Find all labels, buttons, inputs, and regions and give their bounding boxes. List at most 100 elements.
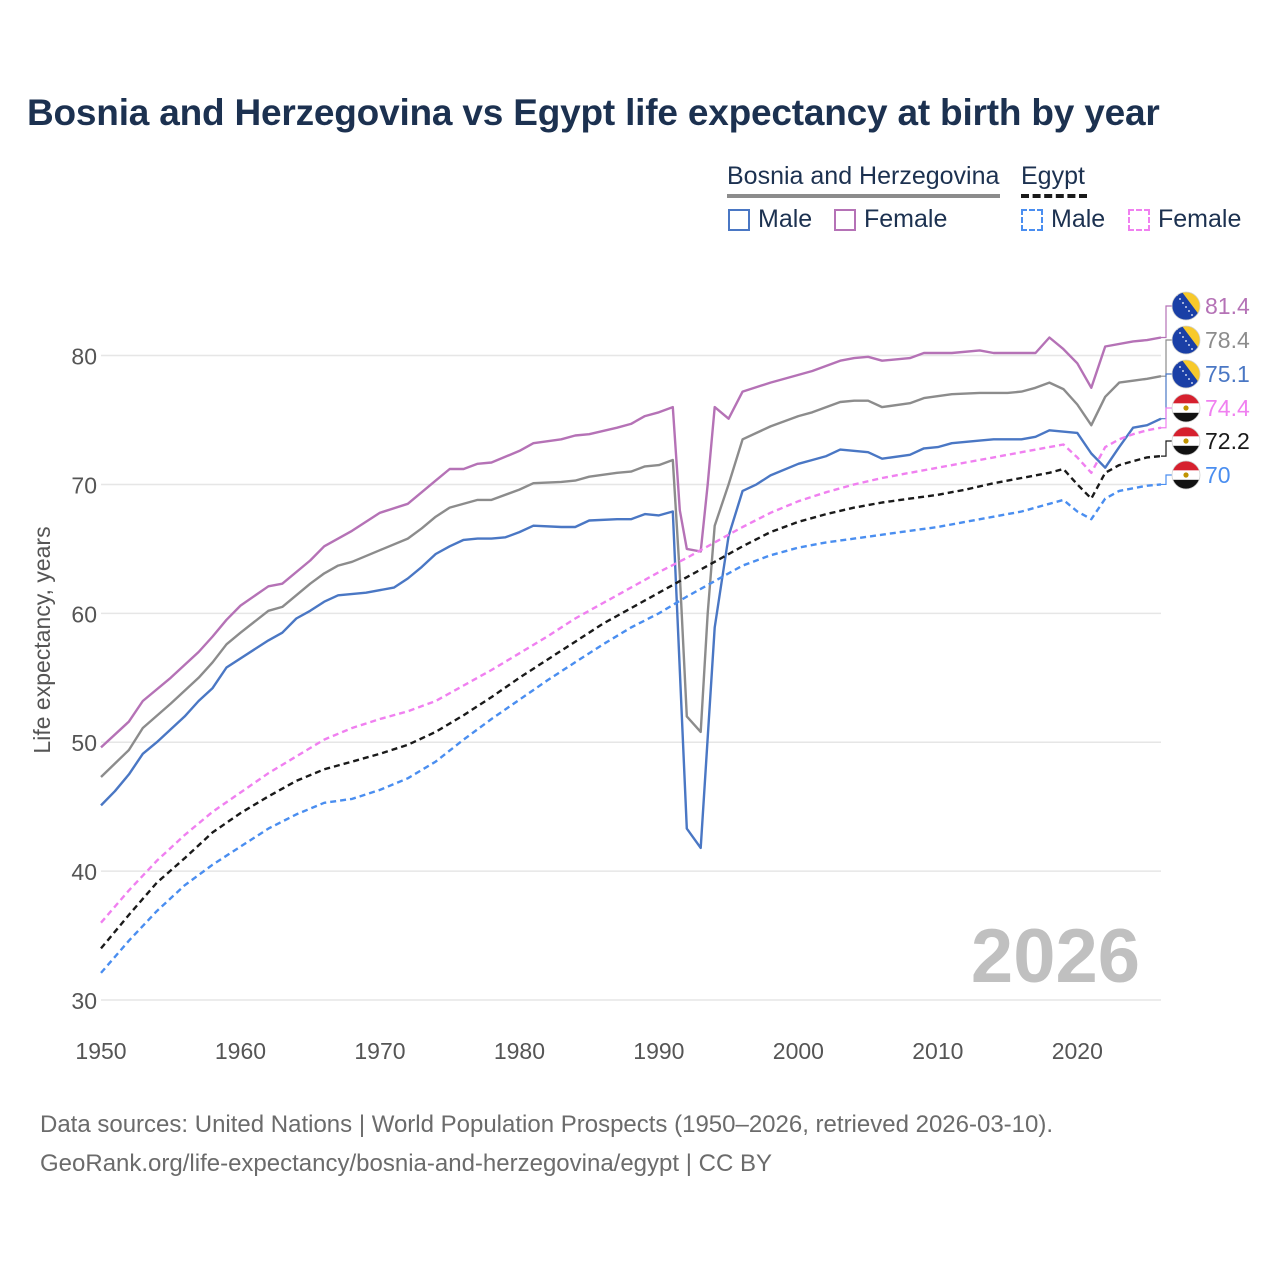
end-label-group-0: 81.4 xyxy=(1161,291,1250,339)
bosnia-flag-triangle xyxy=(1182,360,1200,384)
end-label-connector-1 xyxy=(1161,339,1172,377)
series-line-egypt-total xyxy=(100,454,1162,950)
end-label-value-0: 81.4 xyxy=(1205,293,1250,319)
x-tick-1960: 1960 xyxy=(215,1038,266,1064)
bosnia-flag-star-1 xyxy=(1179,298,1181,300)
end-label-group-3: 74.4 xyxy=(1161,393,1250,429)
flag-outline-0 xyxy=(1171,291,1201,321)
bosnia-flag-triangle xyxy=(1182,292,1200,316)
egypt-flag-eagle xyxy=(1183,472,1189,478)
end-label-value-1: 78.4 xyxy=(1205,327,1250,353)
x-tick-1970: 1970 xyxy=(354,1038,405,1064)
legend-egypt-heading: Egypt xyxy=(1021,162,1085,190)
legend-egypt-male[interactable]: Male xyxy=(1021,205,1105,234)
y-axis-label: Life expectancy, years xyxy=(29,526,55,753)
y-tick-40: 40 xyxy=(71,859,97,885)
end-label-group-4: 72.2 xyxy=(1161,426,1250,457)
bosnia-flag-star-4 xyxy=(1188,378,1190,380)
flag-outline-5 xyxy=(1171,460,1201,490)
x-axis-ticks: 1950 1960 1970 1980 1990 2000 2010 2020 xyxy=(75,1038,1102,1064)
bosnia-flag-star-2 xyxy=(1182,370,1184,372)
bosnia-flag-star-2 xyxy=(1182,336,1184,338)
egypt-flag-red-band xyxy=(1172,394,1200,404)
bosnia-flag-triangle xyxy=(1182,326,1200,350)
end-label-value-5: 70 xyxy=(1205,462,1231,488)
chart-title: Bosnia and Herzegovina vs Egypt life exp… xyxy=(27,92,1160,133)
bosnia-flag-star-3 xyxy=(1185,306,1187,308)
x-tick-1980: 1980 xyxy=(494,1038,545,1064)
egypt-flag-black-band xyxy=(1172,445,1200,455)
end-label-value-4: 72.2 xyxy=(1205,428,1250,454)
end-label-value-3: 74.4 xyxy=(1205,395,1250,421)
flag-outline-1 xyxy=(1171,325,1201,355)
series-line-bosnia-and-herzegovina-male xyxy=(100,417,1162,850)
end-label-group-2: 75.1 xyxy=(1161,359,1250,420)
end-label-connector-4 xyxy=(1161,440,1172,457)
end-label-group-5: 70 xyxy=(1161,460,1231,490)
y-axis-ticks: 30 40 50 60 70 80 xyxy=(71,344,97,1014)
egypt-flag-red-band xyxy=(1172,427,1200,437)
flag-outline-2 xyxy=(1171,359,1201,389)
legend-bosnia-female[interactable]: Female xyxy=(834,205,947,234)
x-tick-1990: 1990 xyxy=(633,1038,684,1064)
end-label-connector-3 xyxy=(1161,407,1172,429)
x-tick-2020: 2020 xyxy=(1052,1038,1103,1064)
legend-bosnia-male[interactable]: Male xyxy=(728,205,812,234)
bosnia-flag-icon xyxy=(1172,326,1200,354)
x-tick-1950: 1950 xyxy=(75,1038,126,1064)
bosnia-flag-star-5 xyxy=(1191,348,1193,350)
legend-bosnia-male-label: Male xyxy=(758,205,813,233)
grid-lines xyxy=(101,354,1161,1001)
end-label-group-1: 78.4 xyxy=(1161,325,1250,377)
source-line-1: Data sources: United Nations | World Pop… xyxy=(40,1111,1054,1138)
year-watermark: 2026 xyxy=(971,914,1140,999)
line-chart: 30 40 50 60 70 80 1950 1960 1970 1980 1990 2000 201… xyxy=(29,291,1250,1064)
legend-bosnia-female-label: Female xyxy=(864,205,948,233)
legend-egypt-underline xyxy=(1021,194,1087,198)
egypt-flag-icon xyxy=(1172,394,1200,422)
bosnia-flag-star-1 xyxy=(1179,332,1181,334)
legend-egypt-female-swatch xyxy=(1128,208,1150,231)
bosnia-flag-star-1 xyxy=(1179,366,1181,368)
end-labels: 81.4 78.4 75.1 74.4 72.2 70 xyxy=(1161,291,1250,490)
x-tick-2000: 2000 xyxy=(773,1038,824,1064)
legend-egypt-male-swatch xyxy=(1021,208,1043,231)
end-label-connector-0 xyxy=(1161,305,1172,339)
flag-outline-3 xyxy=(1171,393,1201,423)
y-tick-60: 60 xyxy=(71,601,97,627)
legend-egypt-female-label: Female xyxy=(1158,205,1242,233)
legend-bosnia-heading: Bosnia and Herzegovina xyxy=(727,162,1000,190)
y-tick-80: 80 xyxy=(71,344,97,370)
flag-outline-4 xyxy=(1171,426,1201,456)
legend-bosnia-underline xyxy=(727,194,1000,198)
series-line-egypt-female xyxy=(100,426,1162,924)
legend-bosnia-female-swatch xyxy=(834,208,856,231)
series-line-bosnia-and-herzegovina-female xyxy=(100,336,1162,749)
bosnia-flag-icon xyxy=(1172,292,1200,320)
end-label-connector-2 xyxy=(1161,373,1172,420)
bosnia-flag-star-4 xyxy=(1188,310,1190,312)
end-label-connector-5 xyxy=(1161,474,1172,486)
bosnia-flag-star-5 xyxy=(1191,314,1193,316)
series-lines xyxy=(100,336,1162,974)
source-line-2[interactable]: GeoRank.org/life-expectancy/bosnia-and-h… xyxy=(40,1150,772,1177)
end-label-value-2: 75.1 xyxy=(1205,361,1250,387)
egypt-flag-eagle xyxy=(1183,438,1189,444)
bosnia-flag-star-4 xyxy=(1188,344,1190,346)
egypt-flag-icon xyxy=(1172,427,1200,455)
legend-egypt-male-label: Male xyxy=(1051,205,1106,233)
x-tick-2010: 2010 xyxy=(912,1038,963,1064)
legend-egypt-female[interactable]: Female xyxy=(1128,205,1241,234)
egypt-flag-eagle xyxy=(1183,405,1189,411)
y-tick-30: 30 xyxy=(71,988,97,1014)
egypt-flag-red-band xyxy=(1172,461,1200,471)
bosnia-flag-star-3 xyxy=(1185,340,1187,342)
y-tick-50: 50 xyxy=(71,730,97,756)
bosnia-flag-star-3 xyxy=(1185,374,1187,376)
bosnia-flag-icon xyxy=(1172,360,1200,388)
source-note: Data sources: United Nations | World Pop… xyxy=(40,1105,1053,1183)
bosnia-flag-star-2 xyxy=(1182,302,1184,304)
bosnia-flag-star-5 xyxy=(1191,382,1193,384)
egypt-flag-black-band xyxy=(1172,412,1200,422)
y-tick-70: 70 xyxy=(71,472,97,498)
